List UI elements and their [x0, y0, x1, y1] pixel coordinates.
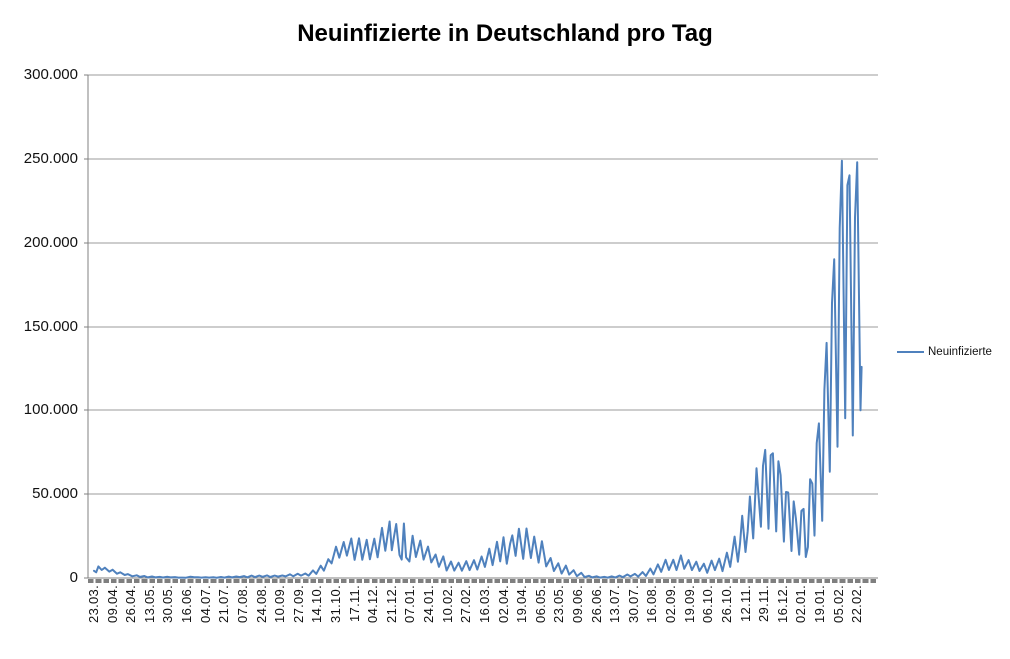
- x-axis-label: 16.03.: [476, 585, 492, 623]
- x-axis-label: 23.05.: [551, 585, 567, 623]
- y-axis-label: 300.000: [23, 66, 78, 83]
- y-axis-label: 100.000: [23, 401, 78, 419]
- x-axis-label: 19.09.: [681, 585, 697, 623]
- x-axis-label: 19.04.: [514, 585, 530, 623]
- x-axis-label: 06.05.: [532, 585, 548, 623]
- x-axis-label: 06.10.: [700, 585, 716, 623]
- y-axis-label: 0: [69, 569, 78, 586]
- x-axis-label: 09.04.: [104, 585, 120, 623]
- x-axis-label: 22.02.: [849, 585, 865, 623]
- x-axis-label: 07.01.: [402, 585, 418, 623]
- series-line-neuinfizierte: [93, 159, 863, 579]
- x-axis-label: 13.07.: [607, 585, 623, 623]
- x-axis-label: 24.08.: [253, 585, 269, 623]
- y-axis-label: 150.000: [23, 317, 78, 335]
- x-axis-label: 21.07.: [216, 585, 232, 623]
- x-axis-label: 07.08.: [234, 585, 250, 623]
- x-axis-label: 30.07.: [625, 585, 641, 623]
- x-axis-tick-band: [88, 579, 878, 583]
- x-axis-label: 02.01.: [793, 585, 809, 623]
- y-axis-labels: 0 50.000 100.000 150.000 200.000 250.000 300.0…: [0, 67, 78, 586]
- x-axis-label: 21.12.: [383, 585, 399, 623]
- x-axis-label: 16.08.: [644, 585, 660, 623]
- x-axis-label: 29.11.: [756, 585, 772, 622]
- x-axis-label: 04.12.: [365, 585, 381, 623]
- x-axis-label: 05.02.: [830, 585, 846, 623]
- legend-label: Neuinfizierte: [928, 346, 992, 358]
- x-axis-label: 13.05.: [141, 585, 157, 623]
- x-axis-label: 30.05.: [160, 585, 176, 623]
- x-axis-label: 10.09.: [272, 585, 288, 623]
- x-axis-label: 02.09.: [663, 585, 679, 623]
- plot-area: [84, 74, 878, 579]
- x-axis-label: 26.06.: [588, 585, 604, 623]
- x-axis-label: 19.01.: [811, 585, 827, 623]
- plot-svg: [84, 74, 878, 579]
- x-axis-labels: 23.03. 09.04. 26.04. 13.05. 30.05. 16.06. 04.0…: [86, 585, 888, 655]
- x-axis-label: 31.10.: [327, 585, 343, 623]
- y-axis-label: 50.000: [32, 485, 78, 503]
- x-axis-label: 16.06.: [179, 585, 195, 623]
- x-axis-label: 04.07.: [197, 585, 213, 623]
- x-axis-label: 26.10.: [718, 585, 734, 623]
- x-axis-label: 17.11.: [346, 585, 362, 622]
- x-axis-label: 09.06.: [569, 585, 585, 623]
- x-axis-label: 02.04.: [495, 585, 511, 623]
- y-axis-label: 200.000: [23, 233, 78, 251]
- x-axis-label: 26.04.: [123, 585, 139, 623]
- legend: Neuinfizierte: [897, 346, 992, 358]
- chart-title: Neuinfizierte in Deutschland pro Tag: [297, 20, 713, 47]
- x-axis-label: 27.09.: [290, 585, 306, 623]
- x-axis-label: 24.01.: [421, 585, 437, 623]
- x-axis-label: 27.02.: [458, 585, 474, 623]
- y-axis-label: 250.000: [23, 149, 78, 167]
- x-axis-label: 12.11.: [737, 585, 753, 622]
- legend-line-swatch: [897, 351, 924, 353]
- x-axis-label: 14.10.: [309, 585, 325, 623]
- x-axis-label: 10.02.: [439, 585, 455, 623]
- x-axis-label: 23.03.: [86, 585, 101, 623]
- x-axis-label: 16.12.: [774, 585, 790, 623]
